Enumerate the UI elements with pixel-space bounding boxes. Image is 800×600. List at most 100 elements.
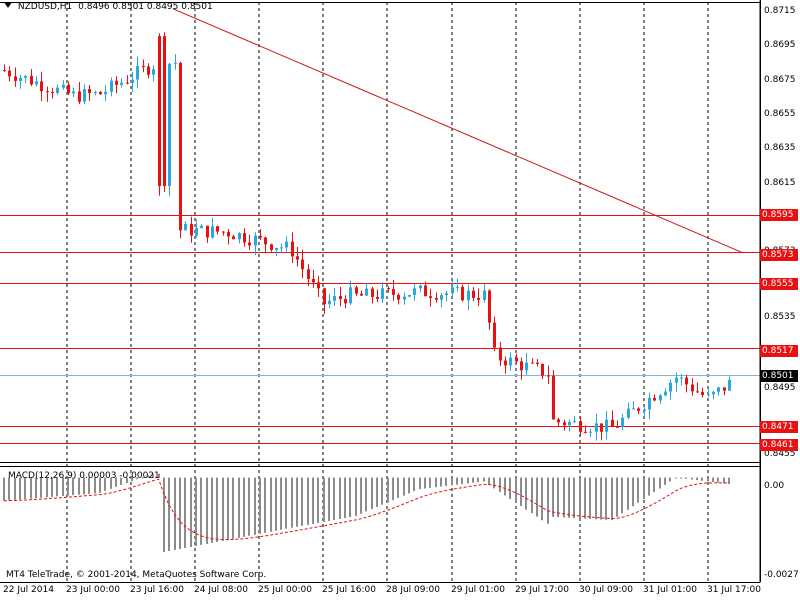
bear-candle — [190, 216, 193, 243]
bear-candle — [392, 279, 395, 301]
price-tick: 0.8695 — [764, 40, 796, 50]
macd-bar — [696, 477, 698, 481]
macd-bar — [232, 477, 234, 539]
price-tick: 0.8495 — [764, 383, 796, 393]
macd-bar — [723, 477, 725, 484]
trend-line[interactable] — [172, 8, 743, 253]
bull-candle — [174, 53, 177, 70]
macd-signal-line — [3, 478, 729, 541]
bear-candle — [557, 417, 560, 428]
bull-candle — [131, 71, 134, 92]
collapse-triangle-icon[interactable] — [4, 2, 12, 8]
macd-bar — [99, 477, 101, 493]
price-tick: 0.8635 — [764, 143, 796, 153]
macd-bar — [110, 477, 112, 489]
bull-candle — [35, 76, 38, 87]
macd-bar — [691, 477, 693, 480]
macd-bar — [40, 477, 42, 498]
bull-candle — [195, 219, 198, 238]
macd-bar — [472, 477, 474, 483]
price-tick: 0.8655 — [764, 109, 796, 119]
bear-candle — [477, 288, 480, 307]
macd-bar — [707, 477, 709, 482]
bull-candle — [24, 75, 27, 83]
bull-candle — [62, 80, 65, 90]
macd-bar — [349, 477, 351, 518]
bull-candle — [120, 78, 123, 88]
level-tag-0.8461[interactable]: 0.8461 — [760, 439, 798, 451]
level-tag-0.8595[interactable]: 0.8595 — [760, 209, 798, 221]
macd-bar — [467, 477, 469, 484]
macd-bar — [584, 477, 586, 519]
bear-candle — [616, 420, 619, 428]
bear-candle — [387, 286, 390, 293]
bull-candle — [413, 283, 416, 301]
bear-candle — [14, 67, 17, 87]
bull-candle — [659, 393, 662, 404]
macd-bar — [643, 477, 645, 500]
bull-candle — [19, 74, 22, 89]
macd-bar — [637, 477, 639, 503]
level-tag-0.8573[interactable]: 0.8573 — [760, 249, 798, 261]
macd-bar — [24, 477, 26, 500]
bull-candle — [168, 62, 171, 197]
bull-candle — [605, 411, 608, 440]
bear-candle — [435, 292, 438, 303]
macd-bar — [254, 477, 256, 535]
macd-bar — [8, 477, 10, 501]
level-tag-0.8517[interactable]: 0.8517 — [760, 345, 798, 357]
macd-bar — [78, 477, 80, 495]
bull-candle — [648, 392, 651, 420]
bear-candle — [696, 382, 699, 393]
macd-bar — [72, 477, 74, 496]
macd-bar — [611, 477, 613, 521]
macd-bar — [424, 477, 426, 489]
bull-candle — [728, 376, 731, 391]
macd-bar — [525, 477, 527, 510]
price-tick: 0.8455 — [764, 449, 796, 459]
bear-candle — [579, 416, 582, 437]
trend-line-segment[interactable] — [172, 8, 743, 253]
bear-candle — [531, 358, 534, 364]
bull-candle — [403, 292, 406, 305]
macd-bar — [323, 477, 325, 522]
bear-candle — [499, 341, 502, 367]
macd-bar — [168, 477, 170, 551]
date-tick: 28 Jul 09:00 — [386, 585, 440, 595]
level-tag-0.8555[interactable]: 0.8555 — [760, 278, 798, 290]
macd-bar — [531, 477, 533, 514]
macd-bar — [568, 477, 570, 518]
bear-candle — [611, 410, 614, 428]
bear-candle — [40, 71, 43, 102]
price-tick: 0.8615 — [764, 178, 796, 188]
date-tick: 23 Jul 00:00 — [66, 585, 120, 595]
bull-candle — [483, 283, 486, 303]
macd-bar — [728, 477, 730, 484]
macd-bar — [675, 477, 677, 479]
bull-candle — [664, 388, 667, 397]
bull-candle — [525, 353, 528, 375]
macd-bar — [216, 477, 218, 542]
bull-candle — [328, 294, 331, 309]
macd-bar — [461, 477, 463, 485]
bull-candle — [152, 65, 155, 82]
macd-bar — [307, 477, 309, 525]
bear-candle — [67, 81, 70, 95]
bear-candle — [323, 287, 326, 315]
date-tick: 31 Jul 17:00 — [707, 585, 761, 595]
macd-bar — [680, 477, 682, 479]
macd-bar — [285, 477, 287, 529]
macd-bar — [360, 477, 362, 514]
macd-bar — [515, 477, 517, 503]
macd-bar — [35, 477, 37, 499]
bull-candle — [632, 401, 635, 410]
level-tag-0.8471[interactable]: 0.8471 — [760, 421, 798, 433]
date-tick: 22 Jul 2014 — [3, 585, 54, 595]
chart-header: NZDUSD,H1 0.8496 0.8501 0.8495 0.8501 — [4, 2, 213, 12]
macd-bar — [56, 477, 58, 497]
bear-candle — [3, 64, 6, 72]
macd-bar — [344, 477, 346, 519]
macd-bar — [429, 477, 431, 488]
macd-bar — [280, 477, 282, 530]
